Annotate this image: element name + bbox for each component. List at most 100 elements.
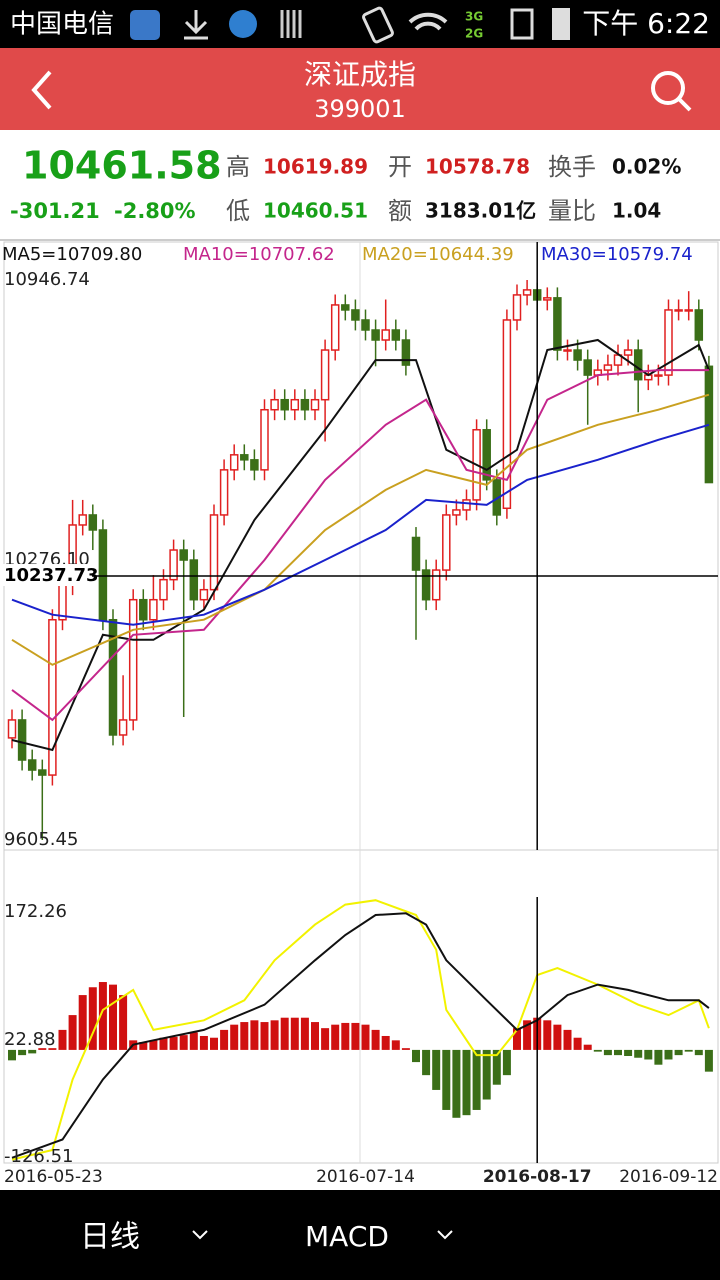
macd-bar [179,1035,188,1050]
macd-bar [250,1020,259,1050]
candle-body [17,719,27,761]
rotate-icon [362,6,394,44]
indicator-line [11,912,710,1159]
y-tick-label: -126.51 [4,1146,73,1167]
candle-body [149,598,158,621]
macd-bar [472,1049,481,1110]
macd-bar [28,1049,37,1054]
macd-bar [432,1049,441,1090]
macd-bar [199,1035,208,1050]
header-bar [0,48,720,130]
candle-body [310,398,320,411]
macd-bar [331,1024,340,1050]
macd-bar [18,1049,27,1056]
candle-body [98,529,108,621]
candle-body [361,319,370,331]
macd-bar [159,1037,168,1050]
candle-body [522,289,532,296]
candle-body [623,349,633,356]
wifi-icon [408,12,448,31]
high-label: 高 [226,153,250,181]
macd-bar [300,1017,309,1050]
candle-body [88,514,98,531]
clock: 下午 6:22 [582,7,710,40]
candle-body [512,294,522,321]
candle-body [654,374,663,377]
volume-ratio-value: 1.04 [612,199,661,223]
candle-body [169,549,178,581]
turnover-label: 换手 [548,153,596,181]
candle-body [371,329,380,341]
macd-bar [614,1049,622,1056]
legend-entry: MA20=10644.39 [362,244,514,265]
index-code: 399001 [314,95,406,123]
candle-body [128,598,138,721]
macd-bar [704,1049,713,1072]
candle-body [108,618,118,736]
last-price: 10461.58 [22,144,222,188]
macd-bar [664,1049,673,1060]
macd-bar [674,1049,683,1056]
candle-body [219,469,229,516]
macd-bar [189,1032,198,1050]
candle-body [684,309,693,312]
macd-bar [482,1049,491,1100]
macd-bar [230,1024,239,1050]
candle-body [351,309,360,321]
macd-bar [58,1029,67,1050]
macd-bar [523,1020,532,1050]
y-tick-label: 172.26 [4,901,67,922]
candle-body [48,618,57,776]
candle-body [179,549,188,561]
macd-bar [583,1044,592,1050]
turnover-value: 0.02% [612,155,681,179]
macd-bar [684,1049,693,1052]
macd-bar [381,1035,390,1050]
candle-body [300,398,310,411]
index-name: 深证成指 [304,58,416,91]
candle-body [664,309,673,376]
macd-bar [341,1022,350,1050]
macd-bar [311,1022,319,1050]
x-tick-label: 2016-08-17 [483,1167,592,1187]
candle-body [58,583,67,621]
candle-body [290,398,300,411]
y-tick-label: 9605.45 [4,829,78,850]
macd-bar [169,1036,178,1050]
macd-bar [502,1049,511,1076]
macd-bar [210,1037,218,1050]
amount-value: 3183.01亿 [425,199,536,223]
period-chevron[interactable] [192,1230,208,1240]
signal-2g: 2G [465,27,483,41]
open-value: 10578.78 [425,155,530,179]
amount-label: 额 [388,197,412,225]
candle-body [270,398,279,411]
candle-body [159,578,168,601]
macd-bar [391,1040,400,1050]
change: -301.21 [10,199,100,223]
candle-body [633,349,643,381]
candle-body [573,349,582,361]
low-label: 低 [226,197,250,225]
crosshair-label: 10237.73 [4,565,99,586]
macd-bar [401,1048,410,1050]
macd-bar [624,1049,633,1056]
search-button[interactable] [651,71,692,112]
macd-bar [38,1048,47,1050]
candle-body [229,454,239,471]
sim-icon [510,8,534,40]
macd-bar [573,1037,582,1050]
candle-body [260,408,269,471]
indicator-selector[interactable]: MACD [305,1220,389,1253]
candle-body [7,719,17,739]
candle-body [462,499,471,511]
indicator-chevron[interactable] [437,1230,453,1240]
candle-body [401,339,411,366]
indicator-line [11,423,710,626]
back-button[interactable] [31,70,52,110]
period-selector[interactable]: 日线 [80,1220,140,1255]
change-pct: -2.80% [114,199,196,223]
carrier: 中国电信 [10,10,114,40]
